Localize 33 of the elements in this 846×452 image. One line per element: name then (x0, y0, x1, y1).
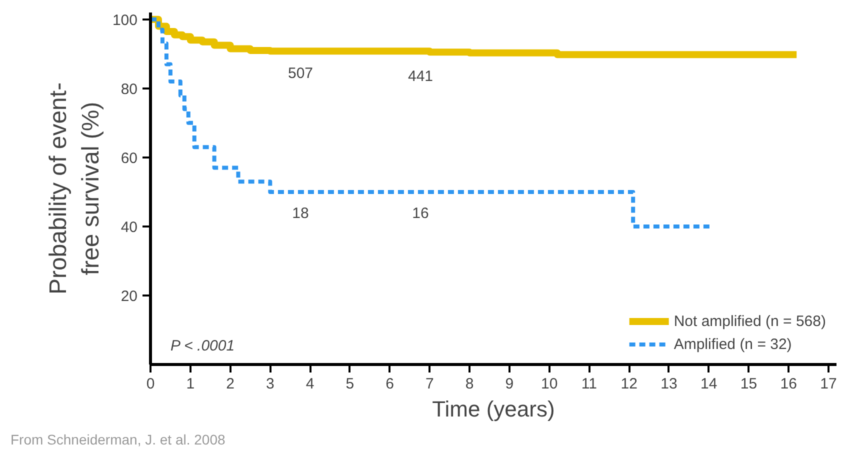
y-tick-label: 20 (120, 288, 138, 305)
annotation: 441 (408, 68, 434, 85)
x-tick-label: 16 (780, 376, 797, 392)
x-tick-label: 0 (146, 376, 155, 392)
y-axis-title: Probability of event- free survival (%) (45, 82, 104, 295)
x-tick-label: 9 (505, 376, 514, 392)
x-tick-label: 13 (660, 376, 678, 392)
legend-label: Amplified (n = 32) (674, 336, 792, 352)
y-tick-label: 100 (112, 12, 138, 29)
x-tick-label: 10 (540, 376, 558, 392)
y-tick-label: 80 (120, 80, 138, 98)
x-axis-title: Time (years) (432, 396, 555, 422)
x-tick-label: 3 (266, 376, 274, 392)
x-tick-label: 5 (346, 376, 354, 392)
x-tick-label: 4 (306, 376, 314, 392)
x-tick-label: 1 (186, 376, 195, 392)
annotation: 507 (288, 65, 314, 82)
annotation: 18 (292, 205, 309, 222)
x-tick-label: 8 (465, 376, 474, 392)
legend-label: Not amplified (n = 568) (674, 312, 826, 330)
y-tick-label: 60 (120, 150, 138, 167)
x-tick-label: 15 (740, 376, 758, 392)
y-tick-label: 40 (120, 218, 138, 236)
annotation: 16 (412, 205, 429, 222)
x-tick-label: 2 (226, 376, 234, 392)
x-tick-label: 11 (581, 376, 598, 392)
x-tick-label: 17 (820, 376, 837, 392)
text: From Schneiderman, J. et al. 2008 (10, 432, 226, 448)
x-tick-label: 14 (700, 376, 718, 392)
annotation: P < .0001 (170, 338, 235, 354)
x-tick-label: 12 (620, 376, 638, 392)
x-tick-label: 6 (386, 376, 394, 392)
x-tick-label: 7 (426, 376, 434, 392)
